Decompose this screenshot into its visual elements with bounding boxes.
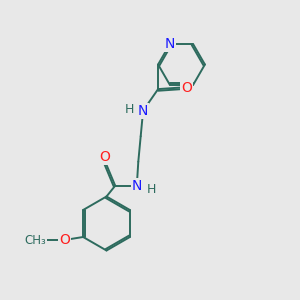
Text: O: O	[59, 233, 70, 247]
Text: N: N	[132, 179, 142, 193]
Text: O: O	[181, 81, 192, 94]
Text: N: N	[138, 104, 148, 118]
Text: H: H	[125, 103, 134, 116]
Text: N: N	[165, 37, 175, 51]
Text: H: H	[146, 183, 156, 196]
Text: CH₃: CH₃	[24, 233, 46, 247]
Text: O: O	[99, 150, 110, 164]
